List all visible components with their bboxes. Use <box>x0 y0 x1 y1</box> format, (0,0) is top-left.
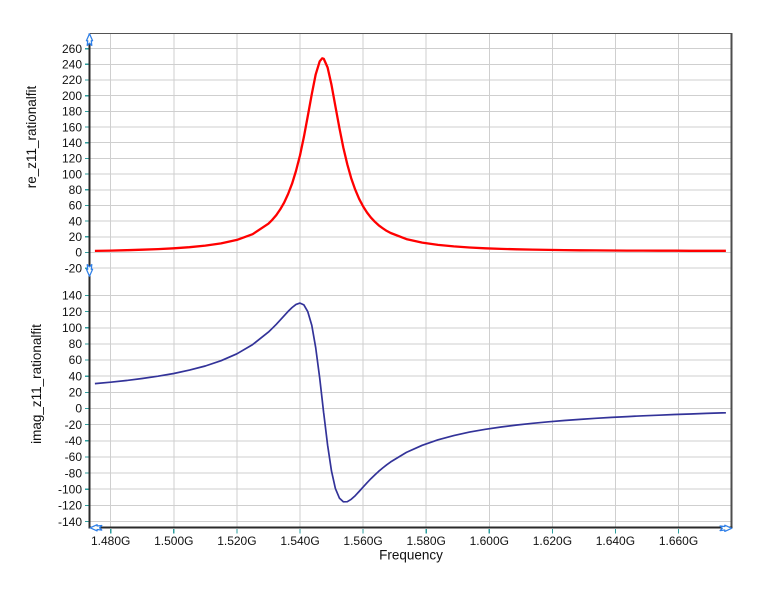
svg-text:0: 0 <box>75 402 82 416</box>
svg-text:60: 60 <box>69 199 83 213</box>
svg-text:1.600G: 1.600G <box>470 534 509 548</box>
svg-text:20: 20 <box>69 230 83 244</box>
svg-text:40: 40 <box>69 214 83 228</box>
svg-text:-100: -100 <box>58 482 82 496</box>
svg-text:20: 20 <box>69 386 83 400</box>
svg-text:160: 160 <box>62 120 82 134</box>
svg-text:1.480G: 1.480G <box>91 534 130 548</box>
svg-text:0: 0 <box>75 246 82 260</box>
svg-text:140: 140 <box>62 136 82 150</box>
svg-text:1.500G: 1.500G <box>154 534 193 548</box>
svg-text:-20: -20 <box>65 261 83 275</box>
svg-text:-80: -80 <box>65 466 83 480</box>
svg-text:1.620G: 1.620G <box>533 534 572 548</box>
svg-text:1.540G: 1.540G <box>280 534 319 548</box>
svg-text:1.580G: 1.580G <box>407 534 446 548</box>
svg-text:1.640G: 1.640G <box>596 534 635 548</box>
svg-text:-140: -140 <box>58 515 82 529</box>
svg-text:260: 260 <box>62 42 82 56</box>
svg-text:180: 180 <box>62 105 82 119</box>
svg-text:120: 120 <box>62 305 82 319</box>
svg-text:40: 40 <box>69 369 83 383</box>
svg-text:100: 100 <box>62 321 82 335</box>
svg-text:-60: -60 <box>65 450 83 464</box>
svg-text:200: 200 <box>62 89 82 103</box>
svg-text:140: 140 <box>62 289 82 303</box>
svg-text:Frequency: Frequency <box>379 548 443 563</box>
svg-text:-120: -120 <box>58 499 82 513</box>
svg-text:60: 60 <box>69 353 83 367</box>
svg-text:re_z11_rationalfit: re_z11_rationalfit <box>24 85 39 188</box>
svg-text:120: 120 <box>62 152 82 166</box>
svg-text:-20: -20 <box>65 418 83 432</box>
svg-text:220: 220 <box>62 73 82 87</box>
svg-text:-40: -40 <box>65 434 83 448</box>
svg-text:80: 80 <box>69 337 83 351</box>
svg-text:1.660G: 1.660G <box>659 534 698 548</box>
svg-text:1.520G: 1.520G <box>217 534 256 548</box>
svg-text:240: 240 <box>62 58 82 72</box>
svg-text:imag_z11_rationalfit: imag_z11_rationalfit <box>29 324 44 444</box>
svg-text:100: 100 <box>62 167 82 181</box>
svg-text:80: 80 <box>69 183 83 197</box>
svg-text:1.560G: 1.560G <box>343 534 382 548</box>
